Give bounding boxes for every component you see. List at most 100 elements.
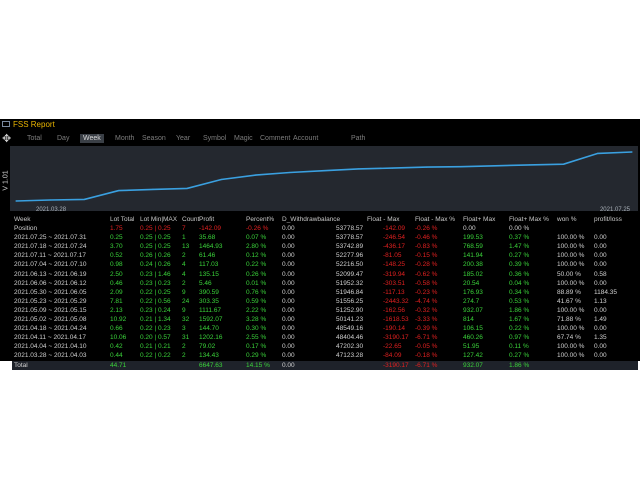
cell-lot-total: 0.44 — [110, 352, 123, 360]
equity-point — [186, 187, 188, 189]
fss-report-window: FSS Report ✥ Total Day Week Month Season… — [0, 119, 640, 370]
cell-percent: 0.17 % — [246, 343, 267, 351]
cell-float-plus-pct: 0.04 % — [509, 279, 530, 287]
total-float-plus: 932.07 — [463, 361, 483, 369]
equity-point — [83, 198, 85, 200]
cell-withdraw: 0.00 — [282, 306, 295, 314]
equity-point — [391, 167, 393, 169]
cell-withdraw: 0.00 — [282, 316, 295, 324]
table-row: 2021.03.28 ~ 2021.04.03 0.44 0.22 | 0.22 2 1… — [12, 351, 638, 360]
cell-won-pct: 100.00 % — [557, 343, 585, 351]
cell-percent: 0.30 % — [246, 325, 267, 333]
cell-lot-total: 10.06 — [110, 334, 127, 342]
cell-withdraw: 0.00 — [282, 261, 295, 269]
cell-profit: 5.46 — [199, 279, 212, 287]
cell-lot-total: 2.09 — [110, 288, 123, 296]
table-row: 2021.07.04 ~ 2021.07.10 0.98 0.24 | 0.26 4 1… — [12, 260, 638, 269]
table-row: 2021.07.25 ~ 2021.07.31 0.25 0.25 | 0.25 1 3… — [12, 233, 638, 242]
cell-float-plus-pct: 1.47 % — [509, 243, 530, 251]
cell-float-plus-pct: 1.86 % — [509, 306, 530, 314]
cell-percent: -0.26 % — [246, 225, 269, 233]
move-icon[interactable]: ✥ — [2, 133, 12, 145]
cell-float-minus-pct: -3.33 % — [415, 316, 438, 324]
tab-total[interactable]: Total — [27, 135, 42, 142]
col-header-week: Week — [14, 216, 31, 223]
tab-week[interactable]: Week — [80, 134, 104, 143]
cell-float-minus: -3190.17 — [383, 334, 409, 342]
cell-balance: 53778.57 — [336, 234, 364, 242]
cell-percent: 3.28 % — [246, 316, 267, 324]
equity-point — [631, 151, 633, 153]
cell-balance: 53742.89 — [336, 243, 364, 251]
cell-profit: 303.35 — [199, 297, 219, 305]
cell-lot-total: 1.75 — [110, 225, 123, 233]
cell-withdraw: 0.00 — [282, 279, 295, 287]
cell-profit-loss: 0.00 — [594, 234, 607, 242]
cell-profit-loss: 0.00 — [594, 252, 607, 260]
cell-lot-total: 10.92 — [110, 316, 127, 324]
title-bar: FSS Report — [0, 119, 640, 131]
equity-point — [15, 200, 17, 202]
cell-percent: 2.22 % — [246, 306, 267, 314]
cell-float-plus-pct: 0.97 % — [509, 334, 530, 342]
cell-count: 24 — [182, 297, 190, 305]
col-header-float-minus-max: Float - Max — [367, 216, 400, 223]
cell-float-plus: 20.54 — [463, 279, 480, 287]
col-header-count: Count — [182, 216, 200, 223]
cell-percent: 2.80 % — [246, 243, 267, 251]
cell-week: 2021.03.28 ~ 2021.04.03 — [14, 352, 87, 360]
cell-withdraw: 0.00 — [282, 252, 295, 260]
cell-float-plus: 814 — [463, 316, 474, 324]
tab-season[interactable]: Season — [142, 135, 166, 142]
cell-profit-loss: 0.00 — [594, 352, 607, 360]
cell-float-minus: -84.09 — [383, 352, 402, 360]
cell-float-minus: -190.14 — [383, 325, 406, 333]
cell-lot-total: 2.13 — [110, 306, 123, 314]
cell-percent: 0.01 % — [246, 279, 267, 287]
tab-magic[interactable]: Magic — [234, 135, 253, 142]
table-row: 2021.06.13 ~ 2021.06.19 2.50 0.23 | 1.46 4 1… — [12, 270, 638, 279]
table-row: 2021.05.02 ~ 2021.05.08 10.92 0.21 | 1.34 3… — [12, 315, 638, 324]
cell-float-minus: -1618.53 — [383, 316, 409, 324]
cell-count: 32 — [182, 316, 190, 324]
cell-float-minus: -148.25 — [383, 261, 406, 269]
tab-path[interactable]: Path — [351, 135, 366, 142]
cell-float-minus: -162.56 — [383, 306, 406, 314]
tab-symbol[interactable]: Symbol — [203, 135, 227, 142]
cell-float-plus: 127.42 — [463, 352, 483, 360]
cell-balance: 50141.23 — [336, 316, 364, 324]
cell-float-minus: -319.94 — [383, 270, 406, 278]
chart-start-date: 2021.03.28 — [36, 207, 67, 213]
cell-week: 2021.04.04 ~ 2021.04.10 — [14, 343, 87, 351]
cell-profit: 61.46 — [199, 252, 216, 260]
cell-count: 2 — [182, 252, 186, 260]
cell-withdraw: 0.00 — [282, 270, 295, 278]
cell-week: 2021.04.18 ~ 2021.04.24 — [14, 325, 87, 333]
cell-profit-loss: 1.49 — [594, 316, 607, 324]
cell-week: 2021.07.25 ~ 2021.07.31 — [14, 234, 87, 242]
window-menu-icon[interactable] — [2, 121, 10, 127]
cell-float-minus-pct: -0.05 % — [415, 343, 438, 351]
col-header-withdraw-balance: D_Withdrawbalance — [282, 216, 341, 223]
cell-percent: 0.07 % — [246, 234, 267, 242]
cell-count: 7 — [182, 225, 186, 233]
cell-profit-loss: 0.00 — [594, 243, 607, 251]
cell-week: Position — [14, 225, 38, 233]
cell-balance: 52277.96 — [336, 252, 364, 260]
equity-point — [357, 168, 359, 170]
tab-account[interactable]: Account — [293, 135, 319, 142]
cell-count: 2 — [182, 279, 186, 287]
tab-day[interactable]: Day — [57, 135, 70, 142]
tab-month[interactable]: Month — [115, 135, 135, 142]
cell-lot-min-max: 0.26 | 0.26 — [140, 252, 171, 260]
cell-profit-loss: 0.00 — [594, 261, 607, 269]
tab-comment[interactable]: Comment — [260, 135, 291, 142]
cell-float-plus: 51.95 — [463, 343, 480, 351]
cell-count: 2 — [182, 343, 186, 351]
cell-week: 2021.05.02 ~ 2021.05.08 — [14, 316, 87, 324]
cell-float-minus-pct: -0.15 % — [415, 252, 438, 260]
equity-chart — [10, 146, 638, 211]
total-float-minus-pct: -6.71 % — [415, 361, 438, 369]
tab-year[interactable]: Year — [176, 135, 191, 142]
equity-line — [15, 151, 633, 202]
